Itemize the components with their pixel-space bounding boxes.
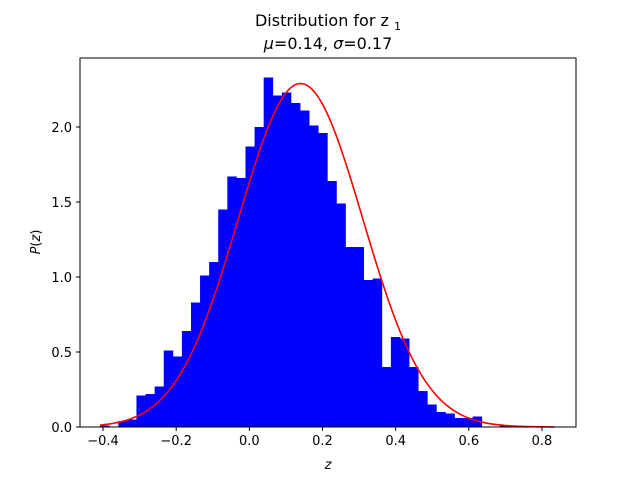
y-tick-label: 0.5 <box>51 346 72 361</box>
histogram-bar <box>327 181 337 427</box>
x-axis-label: z <box>324 458 333 473</box>
y-tick-label: 1.5 <box>51 196 72 211</box>
histogram-bar <box>309 125 319 427</box>
histogram-bar <box>372 278 383 427</box>
plot-frame <box>79 57 577 428</box>
x-tick-label: 0.2 <box>312 434 333 449</box>
histogram-bar <box>399 338 410 427</box>
histogram-bar <box>272 95 283 427</box>
x-axis-ticks: −0.4 −0.2 0.0 0.2 0.4 0.6 0.8 <box>87 427 552 449</box>
x-tick-label: −0.2 <box>160 434 192 449</box>
histogram-bar <box>336 203 346 427</box>
histogram-bar <box>154 386 165 427</box>
chart-title-line1: Distribution for z 1 <box>255 11 401 33</box>
histogram-bar <box>445 413 455 427</box>
histogram-bar <box>290 103 301 427</box>
histogram-bar <box>227 176 237 427</box>
histogram-bar <box>190 302 201 427</box>
histogram-bar <box>499 425 510 427</box>
x-tick-label: 0.4 <box>385 434 406 449</box>
histogram-bar <box>418 391 428 427</box>
histogram-bar <box>127 419 137 427</box>
histogram-bar <box>136 395 146 427</box>
histogram-bar <box>381 367 392 427</box>
histogram-bar <box>245 146 255 427</box>
histogram-bar <box>345 247 355 427</box>
normal-fit-curve <box>100 82 555 428</box>
y-tick-label: 1.0 <box>51 271 72 286</box>
histogram-bar <box>390 337 401 427</box>
histogram-bar <box>145 394 156 427</box>
histogram-bar <box>172 356 183 427</box>
histogram-bar <box>354 247 365 427</box>
histogram-bars <box>100 77 510 427</box>
histogram-bar <box>454 418 464 427</box>
histogram-bar <box>254 127 265 427</box>
histogram-bar <box>427 404 437 427</box>
histogram-bar <box>463 418 474 427</box>
x-tick-label: 0.8 <box>532 434 553 449</box>
x-tick-label: −0.4 <box>87 434 119 449</box>
y-tick-label: 2.0 <box>51 121 72 136</box>
x-tick-label: 0.0 <box>239 434 260 449</box>
histogram-bar <box>263 77 274 427</box>
histogram-bar <box>163 350 174 427</box>
histogram-bar <box>436 412 446 427</box>
histogram-bar <box>409 367 419 427</box>
histogram-bar <box>318 133 328 427</box>
histogram-bar <box>281 92 292 427</box>
histogram-bar <box>218 209 228 427</box>
y-tick-label: 0.0 <box>51 421 72 436</box>
histogram-bar <box>209 262 219 427</box>
histogram-bar <box>300 110 310 427</box>
histogram-bar <box>236 178 246 427</box>
y-axis-label: P(z) <box>29 230 44 255</box>
histogram-bar <box>181 331 192 427</box>
x-tick-label: 0.6 <box>458 434 479 449</box>
y-axis-ticks: 0.0 0.5 1.0 1.5 2.0 <box>51 121 80 436</box>
histogram-bar <box>118 421 128 427</box>
histogram-bar <box>200 275 210 427</box>
histogram-bar <box>363 280 374 427</box>
histogram-bar <box>100 425 110 427</box>
chart-title-line2: μ=0.14, σ=0.17 <box>263 34 393 53</box>
